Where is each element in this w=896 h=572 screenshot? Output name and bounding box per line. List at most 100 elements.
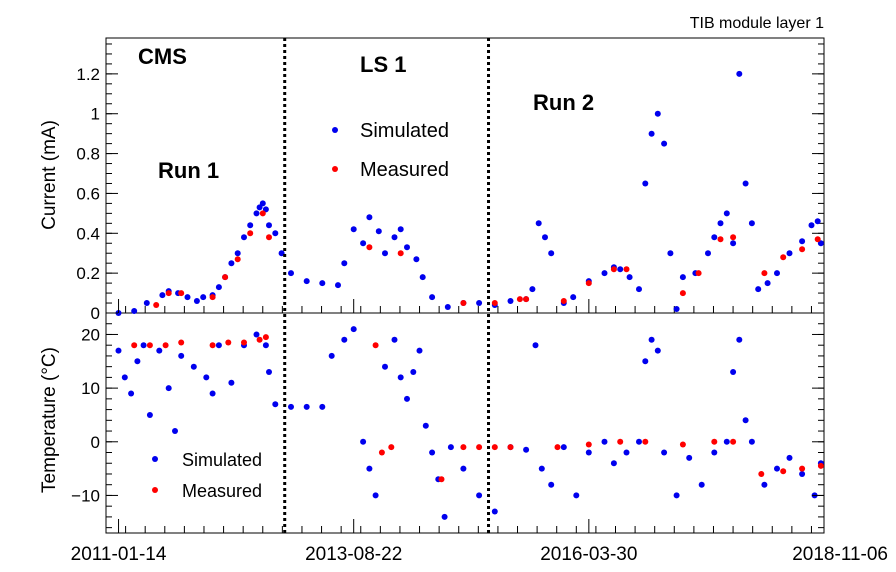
- temperature-simulated-point-21: [303, 403, 310, 410]
- temperature-simulated-point-57: [654, 347, 661, 354]
- current-simulated-point-59: [654, 110, 661, 117]
- temperature-measured-point-24: [758, 471, 765, 477]
- current-simulated-point-68: [723, 210, 730, 217]
- current-simulated-point-3: [159, 292, 166, 299]
- bottom-y-axis-title: Temperature (°C): [39, 347, 60, 493]
- current-simulated-point-72: [748, 220, 755, 227]
- current-simulated-point-79: [814, 218, 821, 225]
- temperature-simulated-point-61: [698, 481, 705, 488]
- current-measured-point-24: [780, 254, 787, 261]
- current-measured-point-9: [366, 244, 373, 251]
- current-simulated-point-62: [673, 306, 680, 312]
- temperature-simulated-point-59: [673, 492, 680, 499]
- current-simulated-point-14: [241, 234, 247, 241]
- temperature-simulated-point-23: [328, 352, 335, 359]
- current-simulated-point-10: [215, 284, 222, 291]
- temperature-simulated-point-34: [416, 347, 423, 354]
- current-y-tick-label-2: 0.4: [76, 224, 100, 243]
- current-measured-point-5: [234, 256, 241, 263]
- current-simulated-point-2: [143, 300, 150, 306]
- current-simulated-point-47: [542, 234, 548, 241]
- current-measured-point-11: [460, 300, 467, 306]
- current-simulated-point-29: [360, 240, 367, 247]
- temperature-simulated-point-4: [140, 342, 147, 349]
- current-simulated-point-28: [350, 226, 357, 233]
- temperature-measured-point-4: [209, 342, 216, 349]
- current-measured-point-2: [178, 290, 185, 297]
- current-simulated-point-27: [341, 260, 348, 267]
- temperature-simulated-point-63: [723, 438, 730, 445]
- current-simulated-point-77: [799, 238, 806, 245]
- current-simulated-point-48: [548, 250, 555, 257]
- current-measured-point-20: [695, 270, 702, 277]
- temperature-simulated-point-32: [404, 395, 410, 402]
- x-tick-label-0: 2011-01-14: [71, 544, 167, 565]
- temperature-simulated-point-31: [397, 374, 404, 381]
- temperature-measured-point-2: [162, 342, 169, 349]
- temperature-measured-point-12: [438, 476, 445, 483]
- current-measured-point-15: [560, 298, 567, 304]
- current-measured-point-18: [623, 266, 630, 273]
- x-tick-label-2: 2016-03-30: [540, 544, 637, 565]
- temperature-simulated-point-11: [203, 374, 210, 381]
- temperature-measured-point-16: [507, 444, 514, 451]
- temperature-measured-point-19: [617, 438, 624, 445]
- current-simulated-point-41: [476, 300, 483, 306]
- period-dividers: [283, 38, 491, 533]
- current-simulated-point-75: [774, 270, 780, 277]
- current-measured-point-26: [814, 236, 821, 243]
- temperature-simulated-point-55: [642, 358, 649, 365]
- current-measured-point-22: [730, 234, 737, 241]
- temperature-simulated-point-45: [532, 342, 539, 349]
- temperature-simulated-point-54: [636, 438, 642, 445]
- current-simulated-point-25: [319, 280, 326, 287]
- temperature-simulated-point-27: [366, 465, 373, 472]
- x-tick-label-1: 2013-08-22: [305, 544, 402, 565]
- temperature-measured-point-3: [178, 339, 185, 346]
- current-simulated-point-13: [234, 250, 241, 257]
- current-y-tick-label-4: 0.8: [76, 145, 100, 164]
- temperature-measured-point-0: [131, 342, 138, 349]
- current-simulated-point-20: [266, 222, 272, 229]
- current-simulated-point-65: [705, 250, 711, 257]
- temperature-simulated-point-66: [742, 417, 749, 424]
- temperature-simulated-point-2: [128, 390, 135, 397]
- temperature-simulated-point-52: [610, 460, 617, 467]
- current-simulated-point-55: [626, 274, 633, 281]
- temperature-simulated-point-65: [736, 336, 743, 343]
- temperature-simulated-point-60: [686, 454, 693, 461]
- top-legend-simulated: Simulated: [360, 120, 449, 142]
- current-simulated-point-67: [717, 220, 724, 227]
- temperature-simulated-point-47: [548, 481, 555, 488]
- current-simulated-point-24: [303, 278, 310, 285]
- temperature-simulated-point-6: [156, 347, 163, 354]
- current-simulated-point-1: [131, 308, 138, 314]
- current-simulated-point-70: [736, 70, 743, 77]
- temperature-simulated-point-33: [410, 369, 417, 375]
- temperature-simulated-point-40: [460, 465, 467, 472]
- current-measured-point-19: [679, 290, 686, 297]
- temperature-simulated-point-25: [350, 326, 357, 333]
- current-measured-point-13: [516, 296, 523, 303]
- temperature-simulated-point-69: [774, 465, 780, 472]
- current-measured-point-14: [523, 296, 530, 303]
- current-simulated-point-43: [507, 298, 514, 304]
- temperature-y-tick-label-3: 20: [81, 325, 100, 344]
- temperature-simulated-point-51: [601, 438, 608, 445]
- current-measured-point-10: [397, 250, 404, 257]
- temperature-measured-point-27: [817, 462, 824, 469]
- current-simulated-point-8: [200, 294, 207, 301]
- temperature-measured-point-23: [730, 438, 737, 445]
- current-measured-point-1: [165, 290, 172, 297]
- bottom-y-tick-labels: −10 0 10 20: [71, 325, 824, 505]
- current-simulated-point-31: [375, 228, 382, 235]
- chart-title: TIB module layer 1: [690, 15, 824, 32]
- x-tick-labels: 2011-01-14 2013-08-22 2016-03-30 2018-11-06: [71, 299, 888, 565]
- current-simulated-point-63: [679, 274, 686, 281]
- bottom-series: [115, 326, 824, 520]
- bottom-legend-simulated-marker: [152, 456, 158, 462]
- current-simulated-point-26: [335, 282, 341, 289]
- current-simulated-point-30: [366, 214, 373, 221]
- temperature-simulated-point-62: [711, 449, 718, 456]
- current-simulated-point-46: [535, 220, 542, 227]
